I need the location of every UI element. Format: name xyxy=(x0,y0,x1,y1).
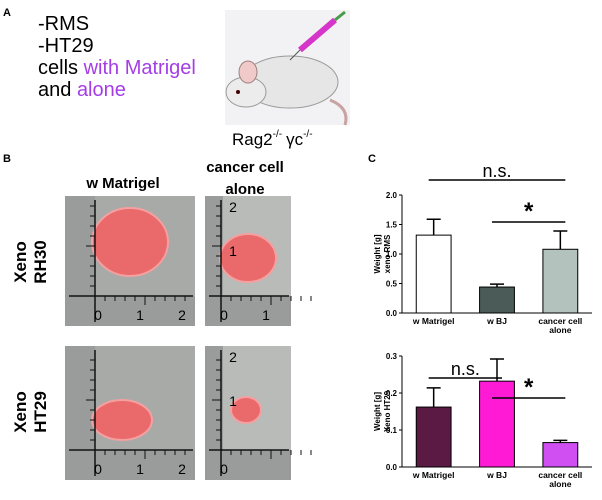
x-tick-label: w BJ xyxy=(487,471,507,480)
y-axis-label: Weight [g] xyxy=(373,234,382,273)
ruler-label: 2 xyxy=(229,349,237,365)
y-tick-label: 0.1 xyxy=(386,426,398,435)
text: and xyxy=(38,79,71,101)
genotype: Rag2-/- γc-/- xyxy=(232,129,313,149)
row-label: RH30 xyxy=(31,240,50,283)
bar xyxy=(479,380,515,468)
ruler-label: 0 xyxy=(220,461,228,477)
annotation: n.s. xyxy=(482,161,511,181)
bar xyxy=(542,442,579,468)
error-bar xyxy=(553,230,568,250)
bar xyxy=(415,234,452,314)
y-tick-label: 0.2 xyxy=(386,389,398,398)
x-tick-label: w Matrigel xyxy=(412,471,455,480)
tumor xyxy=(91,207,169,277)
ruler-label: 0 xyxy=(94,307,102,323)
error-bar xyxy=(553,439,568,443)
annotation: n.s. xyxy=(451,359,480,379)
ruler-label: 1 xyxy=(229,393,237,409)
ruler-label: 1 xyxy=(136,461,144,477)
text-line: cells with Matrigel xyxy=(38,57,196,79)
annotation: * xyxy=(524,198,534,225)
x-tick-label-box: cancer cell alone xyxy=(538,471,583,489)
column-header: cancer cell xyxy=(206,159,284,176)
y-tick-label: 0.5 xyxy=(386,280,398,289)
x-tick-label-box: w BJ xyxy=(487,317,507,326)
x-tick-label-box: w BJ xyxy=(487,471,507,480)
photos: 0 1 2 0 1 2 1 0 1 2 0 2 1 xyxy=(65,196,312,480)
text-line: -RMS xyxy=(38,13,89,35)
row-header: Xeno HT29 xyxy=(11,391,50,433)
ruler-label: 2 xyxy=(178,461,186,477)
x-tick-label: w BJ xyxy=(487,317,507,326)
y-tick-label: 2.0 xyxy=(386,191,398,200)
annotation: * xyxy=(524,374,534,401)
bar xyxy=(542,248,579,314)
text: cells xyxy=(38,57,78,79)
ear xyxy=(238,60,258,84)
highlight: with Matrigel xyxy=(83,57,196,79)
y-tick-label: 0.3 xyxy=(386,352,398,361)
tumor xyxy=(91,399,153,441)
error-bar xyxy=(426,387,441,408)
error-bar xyxy=(426,218,441,236)
x-tick-label: cancer cell alone xyxy=(538,471,583,489)
ruler-label: 1 xyxy=(229,243,237,259)
ruler-label: 1 xyxy=(136,307,144,323)
ruler-label: 1 xyxy=(262,307,270,323)
y-tick-label: 0.0 xyxy=(386,309,398,318)
row-label: Xeno xyxy=(11,391,30,433)
y-axis-label: xeno RMS xyxy=(383,234,392,273)
panel-label: A xyxy=(3,7,11,19)
tail xyxy=(329,98,348,126)
superscript: -/- xyxy=(303,129,312,140)
superscript: -/- xyxy=(273,129,282,140)
row-label: HT29 xyxy=(31,391,50,433)
x-tick-label: w Matrigel xyxy=(412,317,455,326)
y-tick-label: 1.0 xyxy=(386,250,398,259)
mouse-illustration xyxy=(225,10,350,126)
error-bar xyxy=(490,283,504,288)
row-header: Xeno RH30 xyxy=(11,240,50,283)
ruler-label: 0 xyxy=(94,461,102,477)
ruler-label: 2 xyxy=(178,307,186,323)
y-axis-label: Weight [g] xyxy=(373,392,382,431)
gene: Rag2 xyxy=(232,130,273,149)
needle xyxy=(289,49,301,61)
y-tick-label: 0.0 xyxy=(386,463,398,472)
plunger xyxy=(334,10,346,22)
row-label: Xeno xyxy=(11,241,30,283)
column-header: alone xyxy=(225,181,264,198)
highlight: alone xyxy=(77,79,126,101)
text-line: -HT29 xyxy=(38,35,94,57)
ruler-label: 2 xyxy=(229,199,237,215)
panel-label: C xyxy=(368,153,376,165)
tumor xyxy=(230,396,262,424)
bar xyxy=(479,286,515,314)
eye xyxy=(236,90,240,94)
x-tick-label-box: cancer cell alone xyxy=(538,317,583,335)
ruler-label: 0 xyxy=(220,307,228,323)
tumor xyxy=(219,233,277,283)
x-tick-label-box: w Matrigel xyxy=(412,317,455,326)
bar xyxy=(415,406,452,468)
column-header: w Matrigel xyxy=(85,175,159,192)
x-tick-label: cancer cell alone xyxy=(538,317,583,335)
y-axis-label: Xeno HT29 xyxy=(383,390,392,432)
syringe xyxy=(298,17,337,53)
text-line: and alone xyxy=(38,79,126,101)
paper xyxy=(223,346,291,450)
x-tick-label-box: w Matrigel xyxy=(412,471,455,480)
panel-label: B xyxy=(3,153,11,165)
gene: γc xyxy=(286,130,304,149)
y-tick-label: 1.5 xyxy=(386,221,398,230)
